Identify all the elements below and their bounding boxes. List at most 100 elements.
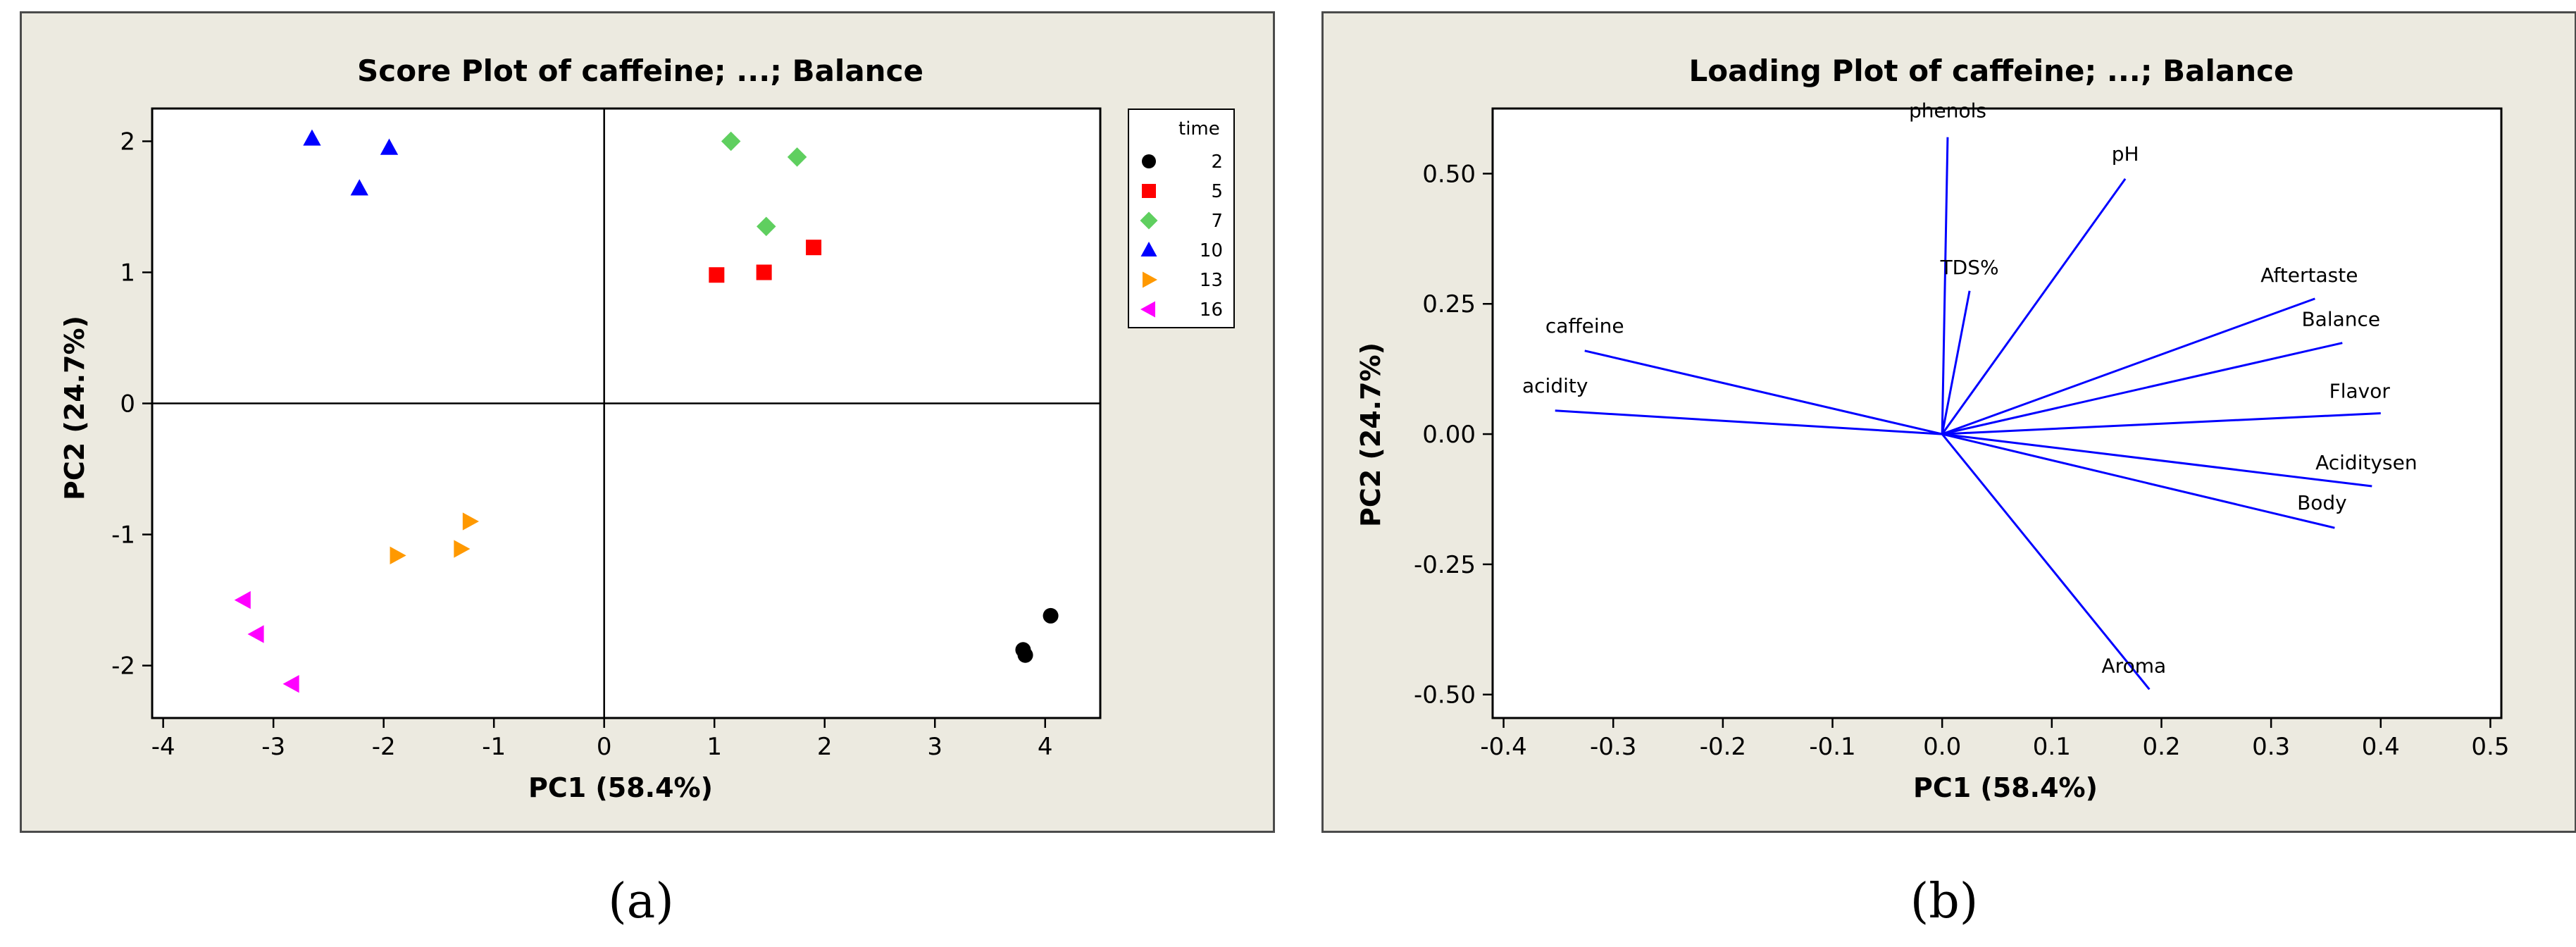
legend-marker	[1143, 271, 1157, 288]
data-point	[806, 240, 822, 256]
loading-vector-line	[1941, 137, 1949, 435]
x-tick-label: 0.0	[1923, 733, 1961, 761]
data-point	[462, 512, 479, 531]
data-point	[247, 625, 264, 643]
chart-title: Score Plot of caffeine; ...; Balance	[357, 54, 923, 88]
loading-vector-line	[1555, 409, 1943, 435]
data-point	[282, 674, 299, 693]
chart-title: Loading Plot of caffeine; ...; Balance	[1688, 54, 2294, 88]
loading-plot-svg: Loading Plot of caffeine; ...; Balance -…	[1355, 54, 2509, 803]
x-tick-label: 0.2	[2142, 733, 2180, 761]
y-tick-label: 0.00	[1422, 421, 1476, 449]
legend-marker	[1140, 242, 1157, 256]
loading-vector-line	[1584, 349, 1943, 435]
score-plot-panel: Score Plot of caffeine; ...; Balance -4-…	[20, 11, 1275, 833]
x-tick-label: 0	[597, 733, 612, 761]
data-point	[756, 264, 772, 280]
data-point	[234, 590, 251, 609]
legend-marker	[1142, 184, 1156, 198]
legend-marker	[1142, 154, 1156, 168]
y-axis-label: PC2 (24.7%)	[1355, 342, 1386, 527]
x-tick-label: -4	[151, 733, 175, 761]
x-tick-label: 2	[817, 733, 833, 761]
x-tick-label: 0.3	[2252, 733, 2290, 761]
legend-label: 5	[1211, 181, 1223, 202]
x-axis-label: PC1 (58.4%)	[528, 772, 713, 803]
data-point	[454, 540, 471, 558]
x-tick-label: -0.4	[1480, 733, 1526, 761]
loading-vector-label: Aftertaste	[2260, 264, 2358, 287]
reference-lines	[152, 109, 1100, 718]
caption-a: (a)	[608, 874, 674, 929]
x-tick-label: -1	[482, 733, 506, 761]
y-tick-label: -2	[111, 652, 135, 681]
legend-marker	[1140, 211, 1158, 230]
legend-label: 7	[1211, 211, 1223, 232]
axis-ticks: -0.4 -0.3 -0.2 -0.1 0.0 0.1 0.2 0.3 0.4 0.5 -0.50 -…	[1414, 160, 2509, 761]
data-point	[721, 131, 741, 151]
x-axis-label: PC1 (58.4%)	[1913, 772, 2098, 803]
data-point	[303, 129, 321, 146]
x-tick-label: -0.1	[1809, 733, 1855, 761]
loading-vector-label: pH	[2112, 142, 2139, 166]
y-tick-label: -0.50	[1414, 681, 1476, 710]
loading-vector-line	[1941, 297, 2315, 435]
loading-vector-label: Balance	[2301, 308, 2380, 331]
y-tick-label: 1	[120, 259, 135, 287]
legend-marker	[1140, 301, 1155, 318]
data-point	[1043, 607, 1059, 624]
x-tick-label: -0.2	[1700, 733, 1746, 761]
axis-ticks: -4 -3 -2 -1 0 1 2 3 4 -2 -1 0 1 2	[111, 128, 1052, 761]
data-point	[390, 546, 406, 564]
x-tick-label: 3	[927, 733, 942, 761]
y-tick-label: 0.50	[1422, 160, 1476, 188]
legend: time 2 5 7 10 13 16	[1128, 109, 1235, 328]
loading-vector-line	[1941, 433, 2372, 488]
y-tick-label: -0.25	[1414, 551, 1476, 579]
data-point	[380, 138, 399, 155]
data-point	[787, 147, 807, 167]
data-point	[709, 267, 725, 283]
loading-vector-label: TDS%	[1940, 256, 1999, 279]
y-tick-label: 2	[120, 128, 135, 156]
y-tick-label: -1	[111, 521, 135, 550]
x-tick-label: -3	[261, 733, 285, 761]
x-tick-label: 0.5	[2471, 733, 2509, 761]
loading-vector-line	[1941, 433, 2151, 691]
loading-vector-label: caffeine	[1545, 314, 1624, 338]
loading-vector-line	[1941, 178, 2127, 435]
y-tick-label: 0.25	[1422, 290, 1476, 318]
y-tick-label: 0	[120, 390, 135, 419]
x-tick-label: 4	[1038, 733, 1053, 761]
loading-vector-line	[1941, 290, 1971, 435]
loading-vector-label: Aroma	[2102, 654, 2167, 677]
legend-label: 2	[1211, 151, 1223, 173]
caption-b: (b)	[1910, 874, 1979, 929]
data-point	[1017, 647, 1033, 663]
loading-vector-label: phenols	[1909, 99, 1986, 123]
data-points	[234, 129, 1059, 693]
x-tick-label: -2	[372, 733, 396, 761]
legend-label: 13	[1200, 270, 1223, 291]
data-point	[757, 216, 776, 237]
loading-plot-panel: Loading Plot of caffeine; ...; Balance -…	[1321, 11, 2576, 833]
plot-area	[151, 107, 1102, 719]
loading-vector-label: acidity	[1522, 374, 1588, 397]
y-axis-label: PC2 (24.7%)	[59, 316, 90, 500]
loading-vector-label: Flavor	[2329, 380, 2391, 403]
loading-vector-line	[1941, 433, 2335, 529]
loading-vector-line	[1941, 342, 2343, 435]
x-tick-label: 0.4	[2362, 733, 2400, 761]
loading-vectors: phenols pH TDS% Aftertaste Balance caffeine ac…	[1522, 99, 2418, 691]
loading-vector-label: Body	[2297, 491, 2347, 514]
legend-label: 10	[1200, 240, 1223, 261]
legend-label: 16	[1200, 299, 1223, 321]
loading-vector-label: Aciditysen	[2315, 451, 2418, 474]
data-point	[350, 179, 368, 196]
x-tick-label: 1	[707, 733, 722, 761]
legend-title: time	[1178, 118, 1220, 140]
loading-vector-line	[1942, 412, 2381, 435]
x-tick-label: 0.1	[2033, 733, 2071, 761]
x-tick-label: -0.3	[1590, 733, 1636, 761]
score-plot-svg: Score Plot of caffeine; ...; Balance -4-…	[59, 54, 1235, 803]
